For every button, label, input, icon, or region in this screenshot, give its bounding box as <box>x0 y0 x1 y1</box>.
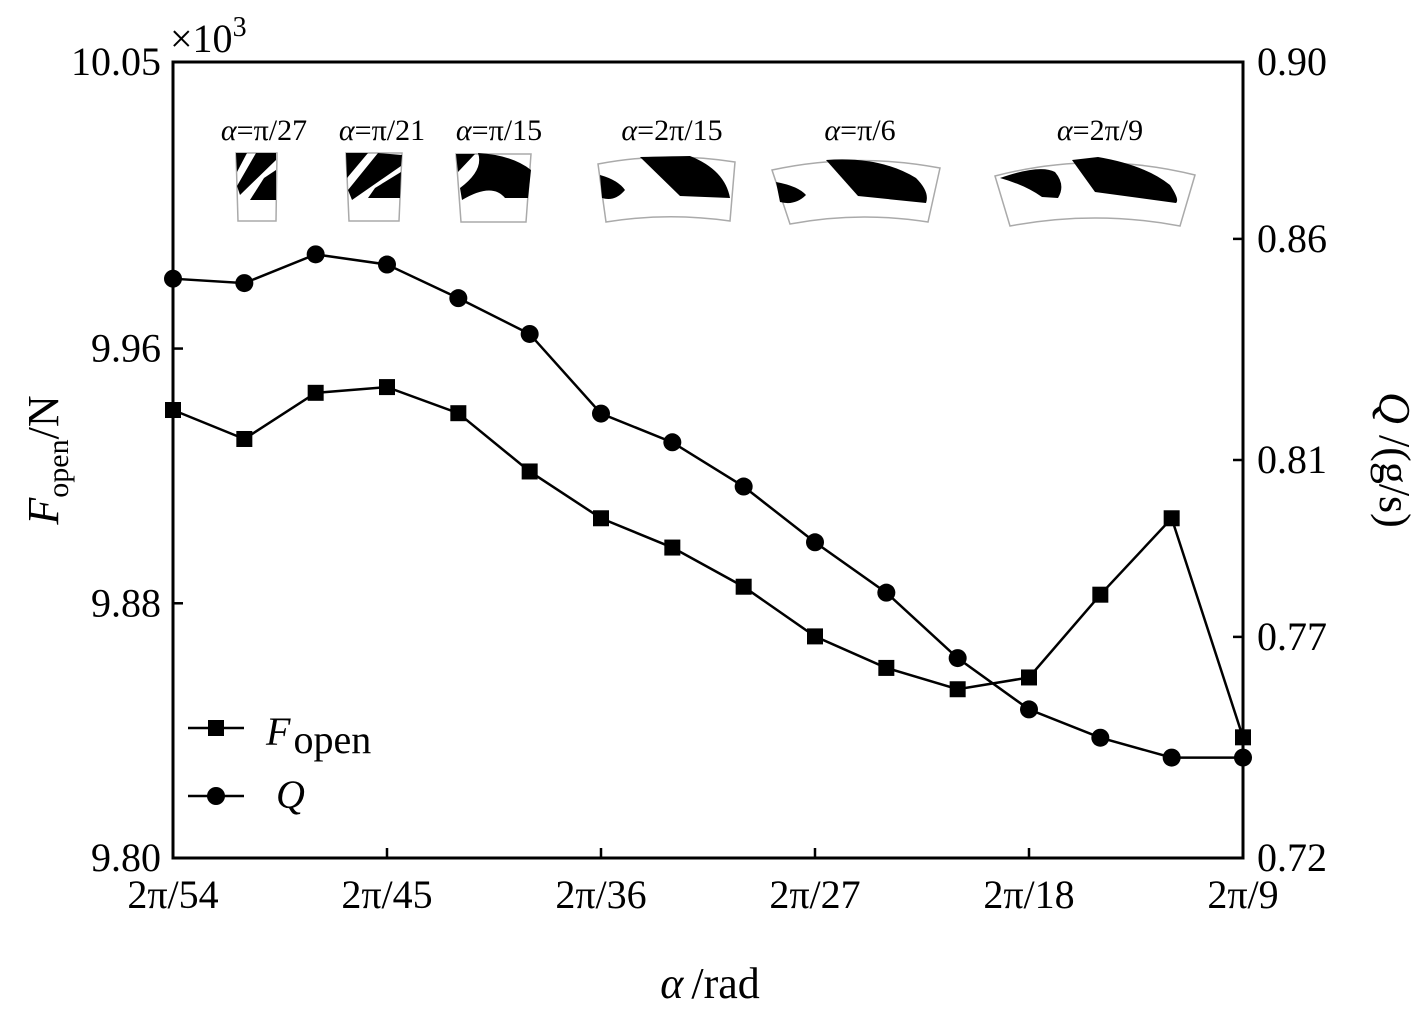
inset-shape-3 <box>455 153 532 223</box>
f-open-point <box>664 539 681 556</box>
right-y-axis-title: Q /(g/s) <box>1370 392 1411 528</box>
q-point <box>1162 748 1181 767</box>
svg-text:Q: Q <box>276 772 305 817</box>
f-open-point <box>307 384 324 401</box>
x-tick-label: 2π/36 <box>555 872 646 917</box>
right-y-tick-label: 0.90 <box>1257 39 1327 84</box>
left-y-axis-title: Fopen/N <box>19 395 75 525</box>
f-open-point <box>949 681 966 698</box>
left-axis-multiplier: ×103 <box>170 12 247 61</box>
series-q <box>164 245 1252 767</box>
left-y-axis-ticks: 9.80 9.88 9.96 10.05 <box>71 39 183 880</box>
inset-pictures <box>235 152 1196 227</box>
x-axis-ticks: 2π/54 2π/45 2π/36 2π/27 2π/18 2π/9 <box>127 848 1279 917</box>
left-y-tick-label: 10.05 <box>71 39 161 84</box>
f-open-point <box>1235 729 1251 746</box>
inset-label: α=2π/9 <box>1057 114 1143 147</box>
q-point <box>1020 700 1038 719</box>
f-open-point <box>1163 510 1180 527</box>
inset-shape-6 <box>994 157 1196 227</box>
q-point <box>592 404 610 423</box>
q-point <box>164 269 182 288</box>
inset-label: α=π/15 <box>456 114 542 147</box>
f-open-point <box>379 379 395 396</box>
svg-text:Fopen: Fopen <box>265 709 371 762</box>
right-y-tick-label: 0.72 <box>1257 835 1327 880</box>
legend-item-q: Q <box>188 772 305 817</box>
x-axis-title: α/rad <box>660 959 760 1008</box>
legend-item-f-open: Fopen <box>188 709 371 762</box>
right-y-tick-label: 0.81 <box>1257 437 1327 482</box>
inset-shape-4 <box>597 156 736 223</box>
inset-labels: α=π/27 α=π/21 α=π/15 α=2π/15 α=π/6 α=2π/… <box>221 114 1143 147</box>
f-open-point <box>236 430 253 447</box>
x-tick-label: 2π/45 <box>341 872 432 917</box>
f-open-point <box>1092 586 1109 603</box>
q-point <box>1091 728 1110 747</box>
series-f-open <box>165 379 1251 746</box>
right-y-tick-label: 0.77 <box>1257 614 1327 659</box>
f-open-point <box>735 578 752 595</box>
q-point <box>1234 748 1252 767</box>
q-point <box>734 477 753 496</box>
right-y-tick-label: 0.86 <box>1257 216 1327 261</box>
inset-shape-1 <box>235 152 278 222</box>
f-open-point <box>450 405 467 422</box>
x-tick-label: 2π/9 <box>1207 872 1278 917</box>
f-open-line <box>172 385 1245 738</box>
inset-label: α=π/6 <box>824 114 895 147</box>
legend: Fopen Q <box>188 709 371 817</box>
x-tick-label: 2π/27 <box>769 872 860 917</box>
f-open-point <box>1021 669 1037 686</box>
f-open-point <box>878 659 895 676</box>
q-point <box>877 583 896 602</box>
q-point <box>235 274 254 293</box>
q-line <box>172 253 1243 759</box>
f-open-point <box>521 463 538 480</box>
inset-shape-5 <box>771 159 941 225</box>
x-tick-label: 2π/54 <box>127 872 218 917</box>
q-point <box>520 324 539 343</box>
q-point <box>378 255 396 274</box>
q-point <box>449 289 468 308</box>
right-y-axis-ticks: 0.72 0.77 0.81 0.86 0.90 <box>1233 39 1327 880</box>
left-y-tick-label: 9.80 <box>91 835 161 880</box>
f-open-point <box>593 510 609 527</box>
inset-shape-2 <box>345 152 403 222</box>
left-y-tick-label: 9.96 <box>91 326 161 371</box>
q-point <box>948 649 967 668</box>
left-y-tick-label: 9.88 <box>91 580 161 625</box>
q-point <box>806 533 824 552</box>
x-tick-label: 2π/18 <box>983 872 1074 917</box>
f-open-point <box>807 628 823 645</box>
f-open-point <box>165 402 181 419</box>
inset-label: α=2π/15 <box>621 114 722 147</box>
q-point <box>663 433 682 452</box>
inset-label: α=π/27 <box>221 114 307 147</box>
q-point <box>306 245 325 264</box>
inset-label: α=π/21 <box>339 114 425 147</box>
